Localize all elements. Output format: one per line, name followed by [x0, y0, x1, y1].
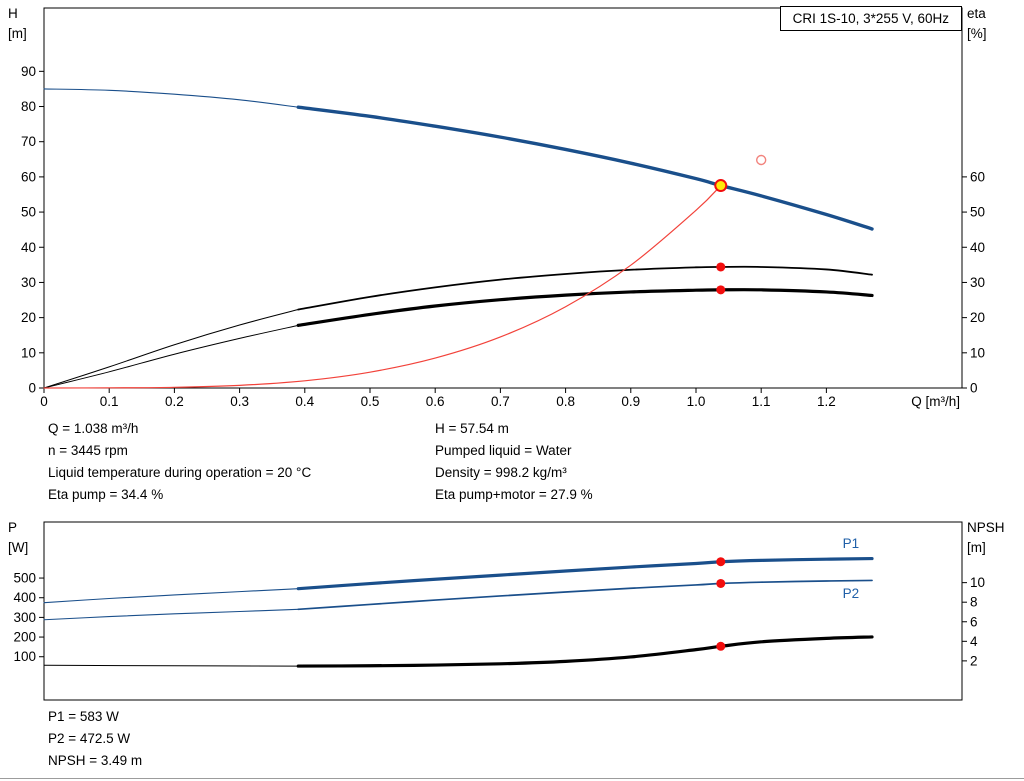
y-left-tick-label: 80 — [21, 99, 36, 114]
right-axis-title: eta — [967, 6, 986, 21]
info-line-density: Density = 998.2 kg/m³ — [435, 465, 567, 480]
info-line-speed: n = 3445 rpm — [48, 443, 128, 458]
y-right-tick-label: 10 — [970, 575, 985, 590]
series-eta-pump-motor-curve — [296, 288, 874, 327]
right-axis-title: [%] — [967, 26, 987, 41]
requested-duty-point — [755, 154, 767, 166]
y-right-tick-label: 4 — [970, 634, 978, 649]
info-line-eta-pump-motor: Eta pump+motor = 27.9 % — [435, 487, 593, 502]
info-line-eta-pump: Eta pump = 34.4 % — [48, 487, 164, 502]
y-left-tick-label: 70 — [21, 134, 36, 149]
x-tick-label: 1.0 — [687, 394, 706, 409]
right-axis-title: [m] — [967, 540, 986, 555]
footer-divider — [0, 778, 1024, 779]
left-axis-title: [W] — [8, 540, 28, 555]
series-p1-curve-lead-in — [43, 588, 299, 604]
series-head-curve-lead-in — [43, 88, 299, 108]
right-axis-title: NPSH — [967, 520, 1005, 535]
left-axis-title: P — [8, 520, 17, 535]
y-right-tick-label: 50 — [970, 205, 985, 220]
info-line-pumped-liquid: Pumped liquid = Water — [435, 443, 572, 458]
y-right-tick-label: 20 — [970, 310, 985, 325]
y-right-tick-label: 60 — [970, 169, 985, 184]
series-p2-curve — [297, 579, 873, 611]
series-npsh-curve — [296, 635, 874, 668]
x-tick-label: 0.9 — [621, 394, 640, 409]
y-left-tick-label: 100 — [13, 649, 36, 664]
series-p2-curve-lead-in — [43, 608, 299, 621]
series-p1-curve — [296, 556, 874, 591]
x-tick-label: 0.6 — [426, 394, 445, 409]
y-left-tick-label: 90 — [21, 64, 36, 79]
duty-point — [714, 179, 728, 193]
power-info-column: P1 = 583 W P2 = 472.5 W NPSH = 3.49 m — [48, 706, 142, 772]
y-right-tick-label: 6 — [970, 614, 978, 629]
y-left-tick-label: 30 — [21, 275, 36, 290]
y-left-tick-label: 10 — [21, 345, 36, 360]
x-tick-label: 0.3 — [230, 394, 249, 409]
x-axis-title: Q [m³/h] — [911, 394, 960, 409]
x-tick-label: 0.2 — [165, 394, 184, 409]
duty-info-right-column: H = 57.54 m Pumped liquid = Water Densit… — [435, 418, 593, 506]
x-tick-label: 0.1 — [100, 394, 119, 409]
x-tick-label: 0.4 — [295, 394, 314, 409]
y-left-tick-label: 60 — [21, 169, 36, 184]
pump-model-title: CRI 1S-10, 3*255 V, 60Hz — [779, 6, 962, 31]
y-left-tick-label: 500 — [13, 571, 36, 586]
series-eta-pump-curve-lead-in — [43, 309, 299, 389]
x-tick-label: 0.7 — [491, 394, 510, 409]
info-line-p1: P1 = 583 W — [48, 709, 119, 724]
p2-curve-label: P2 — [843, 586, 860, 601]
info-line-flow: Q = 1.038 m³/h — [48, 421, 139, 436]
y-left-tick-label: 20 — [21, 310, 36, 325]
y-left-tick-label: 40 — [21, 240, 36, 255]
eta-pump-motor-point — [716, 285, 726, 295]
info-line-head: H = 57.54 m — [435, 421, 509, 436]
npsh-point — [716, 641, 726, 651]
series-npsh-curve-lead-in — [43, 664, 299, 667]
eta-pump-point — [716, 262, 726, 272]
info-line-liquid-temperature: Liquid temperature during operation = 20… — [48, 465, 312, 480]
head-efficiency-chart: 0 0.1 0.2 0.3 0.4 0.5 0.6 0.7 0.8 0.9 1.0 1.1 1.2 0 10… — [8, 6, 987, 409]
p1-curve-label: P1 — [843, 536, 860, 551]
x-tick-label: 1.1 — [752, 394, 771, 409]
info-line-p2: P2 = 472.5 W — [48, 731, 131, 746]
plot-frame — [43, 7, 963, 389]
series-eta-pump-curve — [297, 265, 873, 311]
p1-point — [716, 557, 726, 567]
plot-frame — [43, 521, 963, 701]
info-line-npsh: NPSH = 3.49 m — [48, 753, 143, 768]
y-left-tick-label: 0 — [28, 381, 36, 396]
p2-point — [716, 578, 726, 588]
x-tick-label: 0 — [40, 394, 48, 409]
y-left-tick-label: 50 — [21, 205, 36, 220]
y-left-tick-label: 300 — [13, 610, 36, 625]
y-right-tick-label: 40 — [970, 240, 985, 255]
y-right-tick-label: 30 — [970, 275, 985, 290]
y-right-tick-label: 10 — [970, 345, 985, 360]
y-left-tick-label: 400 — [13, 590, 36, 605]
x-tick-label: 0.5 — [361, 394, 380, 409]
x-tick-label: 0.8 — [556, 394, 575, 409]
left-axis-title: [m] — [8, 26, 27, 41]
y-right-tick-label: 8 — [970, 595, 978, 610]
left-axis-title: H — [8, 6, 18, 21]
series-head-curve — [296, 105, 874, 231]
series-eta-pump-motor-curve-lead-in — [43, 324, 299, 389]
power-npsh-chart: 100 200 300 400 500 2 4 6 8 10 P [W] NPSH [m] P1 P2 — [8, 520, 1005, 701]
y-left-tick-label: 200 — [13, 630, 36, 645]
y-right-tick-label: 0 — [970, 381, 978, 396]
duty-info-left-column: Q = 1.038 m³/h n = 3445 rpm Liquid tempe… — [48, 418, 311, 506]
y-right-tick-label: 2 — [970, 653, 978, 668]
x-tick-label: 1.2 — [817, 394, 836, 409]
series-system-resistance-curve — [43, 184, 722, 389]
